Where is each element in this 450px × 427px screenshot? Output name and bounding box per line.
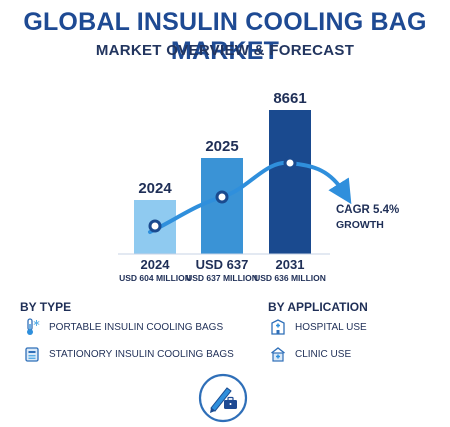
bottom-year-2025: USD 637 xyxy=(196,257,249,272)
bar-top-label-2025: 2025 xyxy=(205,138,238,155)
curve-point-2025 xyxy=(215,190,229,204)
bar-top-label-2031: 8661 xyxy=(273,90,306,107)
application-item-hospital: HOSPITAL USE xyxy=(270,318,367,336)
bottom-value-2025: USD 637 MILLION xyxy=(186,273,258,283)
pen-and-briefcase-icon xyxy=(197,372,249,424)
growth-curve xyxy=(148,160,352,234)
cagr-label: GROWTH xyxy=(336,219,384,231)
by-application-heading: BY APPLICATION xyxy=(268,300,368,314)
application-item-hospital-label: HOSPITAL USE xyxy=(295,321,367,333)
bar-top-label-2024: 2024 xyxy=(138,180,172,197)
page-subtitle: MARKET OVERVIEW & FORECAST xyxy=(95,42,355,59)
clinic-house-icon xyxy=(270,345,286,363)
application-item-clinic: CLINIC USE xyxy=(270,345,351,363)
bar-2025 xyxy=(201,158,243,254)
thermometer-snowflake-icon xyxy=(24,318,40,336)
hospital-building-icon xyxy=(270,318,286,336)
curve-point-2024 xyxy=(148,219,162,233)
type-item-stationory-label: STATIONORY INSULIN COOLING BAGS xyxy=(49,348,234,360)
page-title: GLOBAL INSULIN COOLING BAG MARKET xyxy=(23,8,427,65)
type-item-portable: PORTABLE INSULIN COOLING BAGS xyxy=(24,318,223,336)
application-item-clinic-label: CLINIC USE xyxy=(295,348,352,360)
market-chart: 2024 2025 8661 2024 USD 637 2031 USD 604… xyxy=(118,90,399,283)
type-item-portable-label: PORTABLE INSULIN COOLING BAGS xyxy=(49,321,224,333)
bottom-value-2024: USD 604 MILLION xyxy=(119,273,191,283)
bottom-value-2031: USD 636 MILLION xyxy=(254,273,326,283)
cagr-value: CAGR 5.4% xyxy=(336,204,399,216)
by-type-heading: BY TYPE xyxy=(20,300,72,314)
bottom-year-2031: 2031 xyxy=(276,257,305,272)
cooler-box-icon xyxy=(24,345,40,363)
bar-2031 xyxy=(269,110,311,254)
type-item-stationory: STATIONORY INSULIN COOLING BAGS xyxy=(24,345,234,363)
curve-point-2031 xyxy=(283,156,297,170)
bottom-year-2024: 2024 xyxy=(141,257,171,272)
